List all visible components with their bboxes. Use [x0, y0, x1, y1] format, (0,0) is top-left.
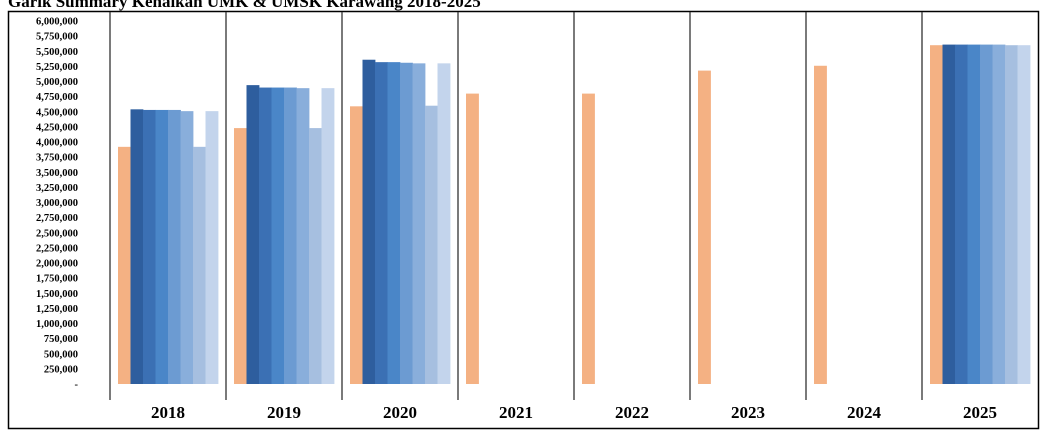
bars	[118, 44, 1031, 385]
bar-2020-series-3	[375, 62, 388, 384]
x-axis-category-labels: 2018 2019 2020 2021 2022 2023 2024 2025	[151, 403, 997, 422]
y-tick-label: 3,500,000	[36, 168, 78, 179]
bar-2020-series-7	[425, 105, 438, 384]
bar-2018-series-2	[130, 109, 144, 384]
bar-2018-series-8	[205, 111, 219, 384]
bar-2022-series-1	[582, 93, 595, 384]
y-tick-label: 2,250,000	[36, 243, 78, 254]
y-tick-label: 4,250,000	[36, 122, 78, 133]
y-tick-label: 4,750,000	[36, 92, 78, 103]
y-tick-label: 3,250,000	[36, 183, 78, 194]
bar-2025-series-5	[980, 44, 993, 385]
bar-2018-series-3	[143, 109, 156, 384]
bar-2018-series-7	[193, 146, 206, 384]
bar-2020-series-6	[412, 63, 426, 384]
chart-title: Garik Summary Kenaikan UMK & UMSK Karawa…	[8, 0, 481, 11]
y-tick-label: 1,750,000	[36, 274, 78, 285]
bar-2020-series-8	[437, 63, 451, 384]
bar-2019-series-3	[259, 87, 272, 385]
bar-2018-series-4	[155, 109, 169, 384]
y-tick-label: 2,000,000	[36, 259, 78, 270]
bar-2020-series-1	[350, 106, 363, 384]
bar-2019-series-2	[246, 85, 260, 384]
bar-2018-series-1	[118, 146, 131, 384]
bar-2025-series-1	[930, 45, 943, 384]
bar-2025-series-6	[992, 44, 1006, 385]
bar-2018-series-6	[180, 111, 194, 384]
y-tick-label: 4,500,000	[36, 107, 78, 118]
y-tick-label: 500,000	[44, 349, 78, 360]
y-tick-label: 250,000	[44, 364, 78, 375]
y-tick-label: 2,750,000	[36, 213, 78, 224]
bar-2023-series-1	[698, 70, 711, 385]
bar-2020-series-2	[362, 59, 376, 384]
x-category-label: 2018	[151, 403, 185, 422]
bar-2025-series-3	[955, 44, 968, 385]
y-tick-label: -	[75, 380, 79, 391]
bar-2020-series-5	[400, 62, 413, 384]
bar-2025-series-4	[967, 44, 981, 385]
x-category-label: 2019	[267, 403, 301, 422]
x-category-label: 2022	[615, 403, 649, 422]
x-category-label: 2024	[847, 403, 882, 422]
category-dividers	[109, 12, 923, 400]
x-category-label: 2020	[383, 403, 417, 422]
y-tick-label: 3,750,000	[36, 153, 78, 164]
bar-2019-series-1	[234, 128, 247, 384]
y-tick-label: 2,500,000	[36, 228, 78, 239]
y-axis-tick-labels: - 250,000 500,000 750,000 1,000,000 1,250,000…	[36, 17, 79, 391]
y-tick-label: 6,000,000	[36, 17, 78, 28]
bar-2021-series-1	[466, 93, 479, 384]
y-tick-label: 5,750,000	[36, 32, 78, 43]
bar-2025-series-2	[942, 44, 956, 385]
bar-2019-series-7	[309, 128, 322, 384]
y-tick-label: 5,000,000	[36, 77, 78, 88]
y-tick-label: 750,000	[44, 334, 78, 345]
y-tick-label: 3,000,000	[36, 198, 78, 209]
y-tick-label: 4,000,000	[36, 138, 78, 149]
y-tick-label: 1,500,000	[36, 289, 78, 300]
chart-frame	[7, 10, 1040, 430]
x-category-label: 2023	[731, 403, 765, 422]
bar-2019-series-5	[284, 87, 297, 385]
bar-2025-series-7	[1005, 45, 1018, 384]
x-category-label: 2025	[963, 403, 997, 422]
bar-2020-series-4	[387, 62, 401, 384]
y-tick-label: 5,250,000	[36, 62, 78, 73]
bar-2025-series-8	[1017, 45, 1031, 384]
y-tick-label: 1,000,000	[36, 319, 78, 330]
bar-2024-series-1	[814, 65, 827, 385]
y-tick-label: 5,500,000	[36, 47, 78, 58]
bar-2019-series-8	[321, 88, 335, 384]
x-category-label: 2021	[499, 403, 533, 422]
bar-2019-series-6	[296, 88, 310, 384]
bar-2018-series-5	[168, 109, 181, 384]
bar-2019-series-4	[271, 87, 285, 385]
y-tick-label: 1,250,000	[36, 304, 78, 315]
